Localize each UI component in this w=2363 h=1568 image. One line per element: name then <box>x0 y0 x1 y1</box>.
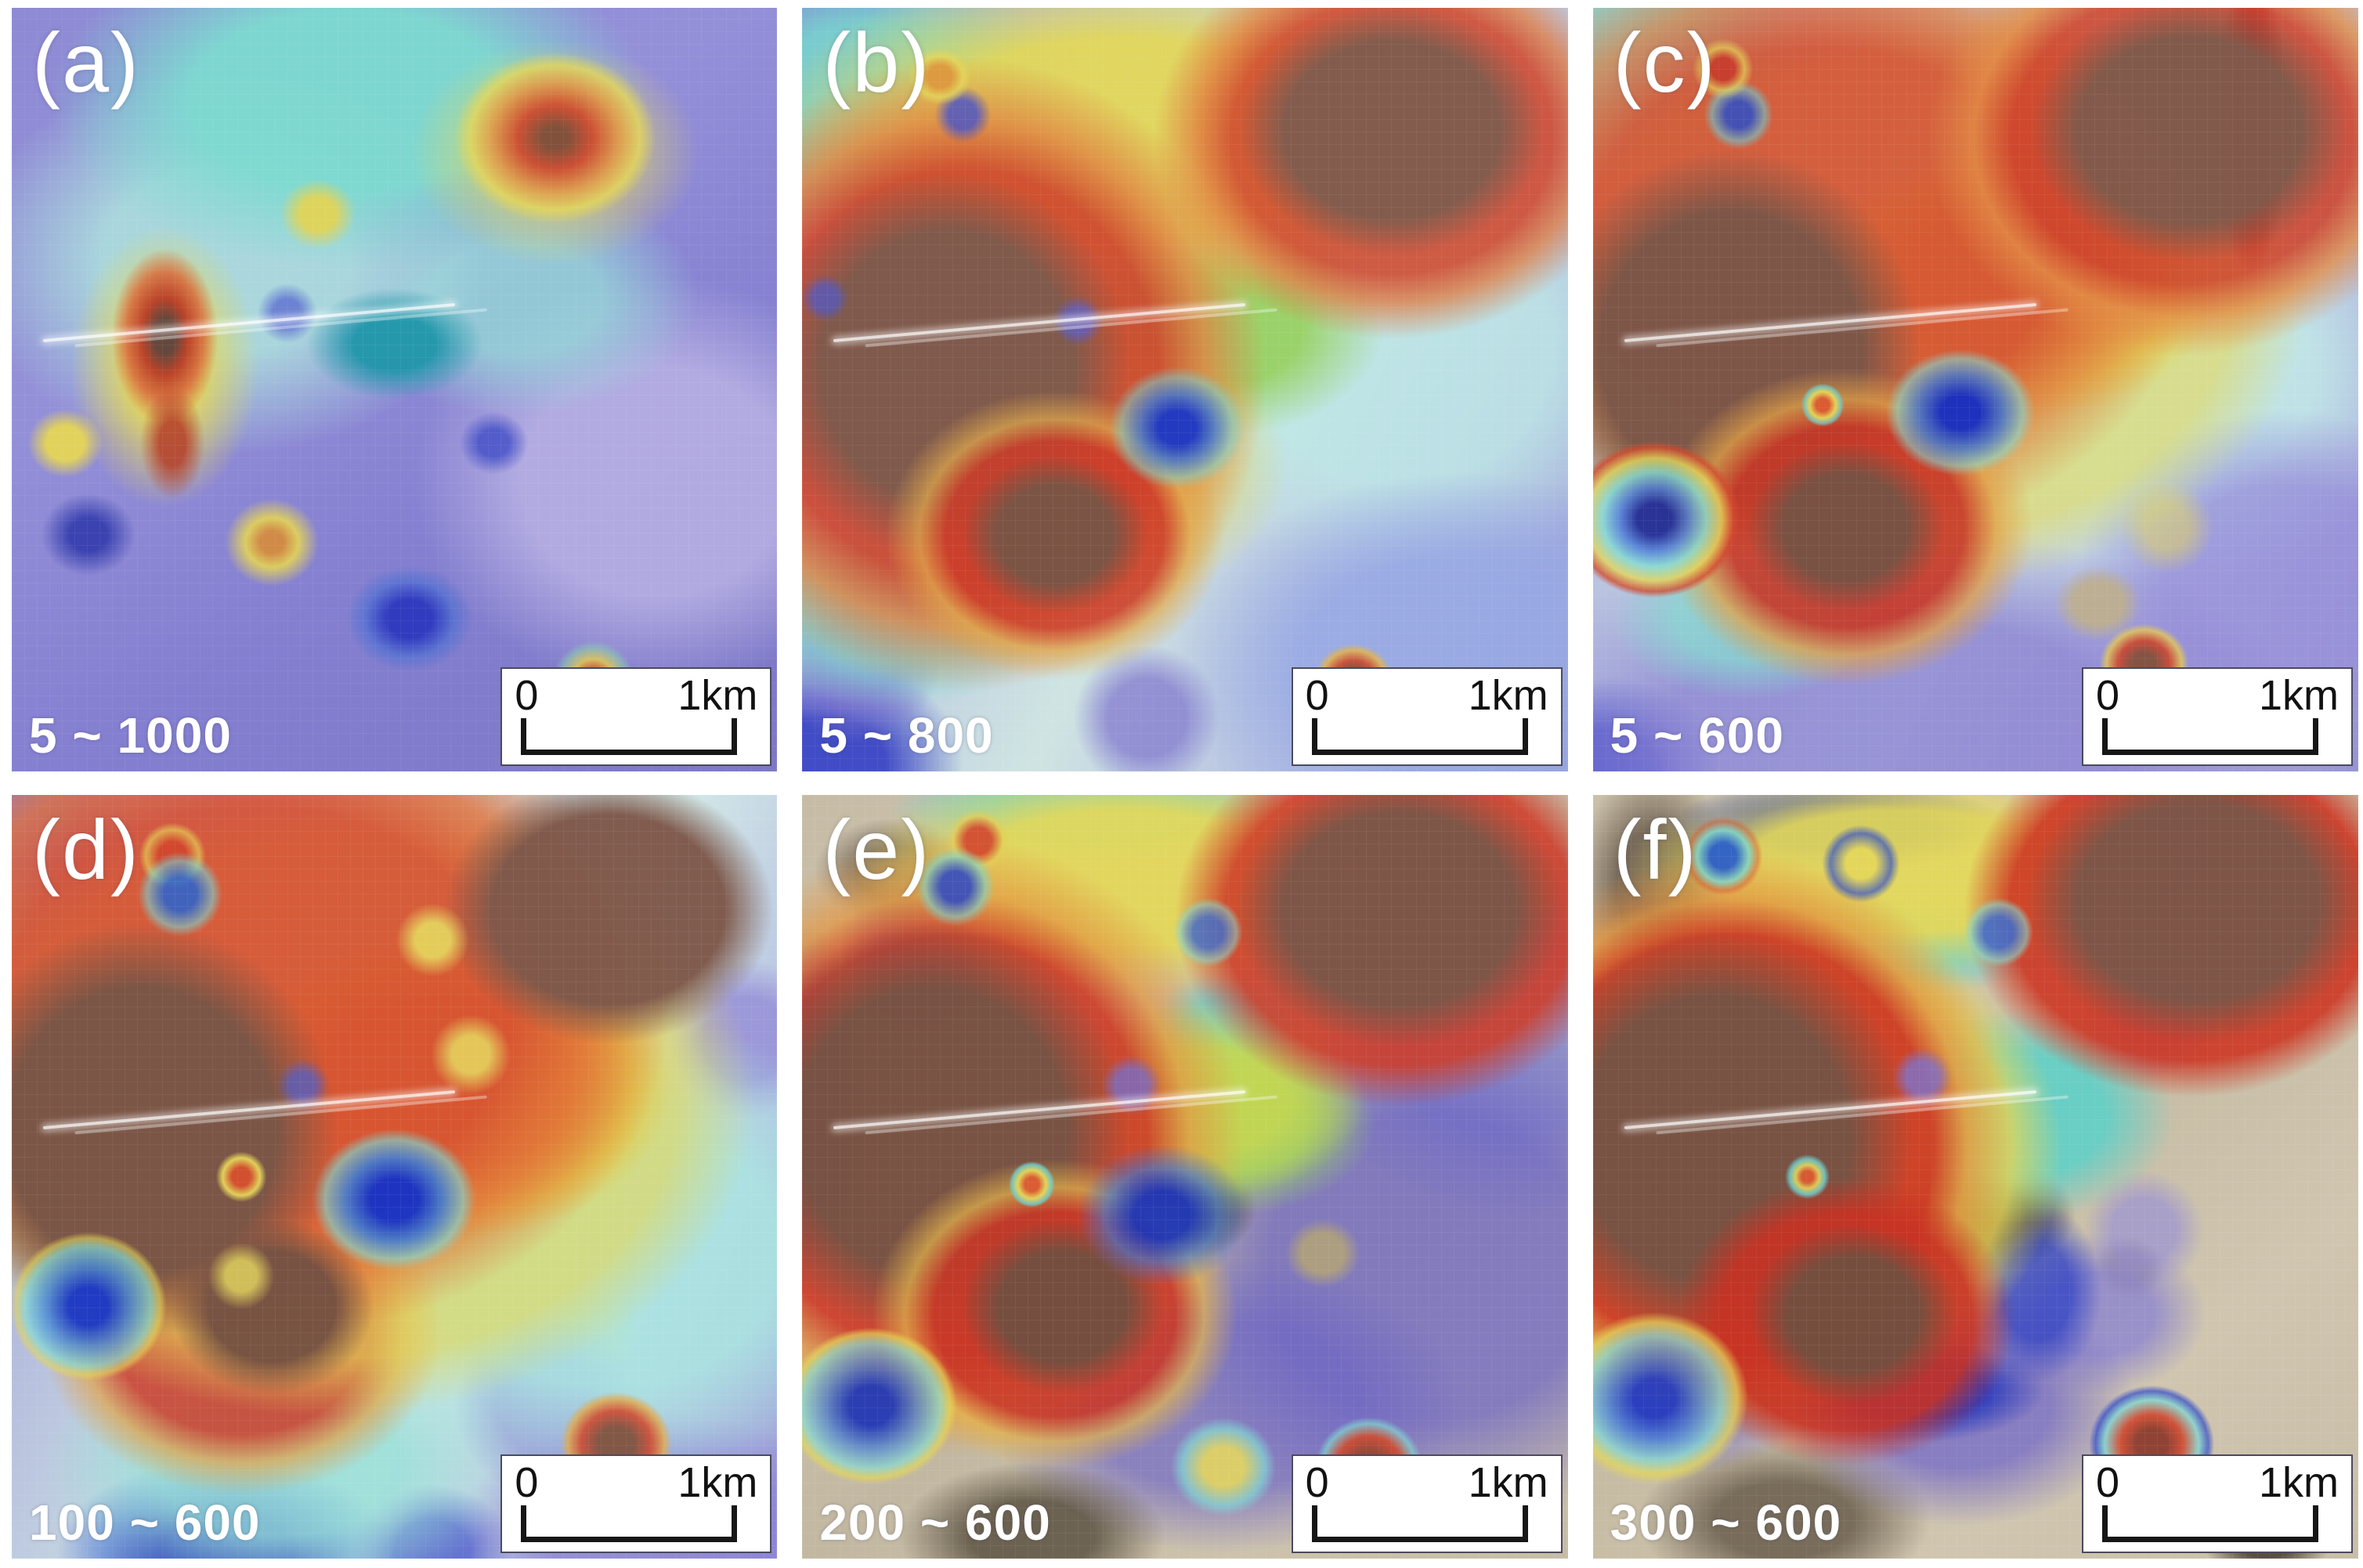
map-panel-c: (c) 5 ~ 600 0 1km <box>1592 8 2358 771</box>
density-range-label: 5 ~ 1000 <box>29 707 232 764</box>
scale-bar: 0 1km <box>500 667 772 766</box>
panel-letter: (b) <box>822 15 931 110</box>
scale-bracket <box>2101 1505 2318 1542</box>
density-range-label: 200 ~ 600 <box>819 1494 1051 1551</box>
scale-end-label: 1km <box>1468 672 1548 719</box>
panel-letter: (d) <box>32 802 140 897</box>
scale-end-label: 1km <box>1468 1459 1548 1506</box>
scale-end-label: 1km <box>677 672 758 719</box>
heatmap-map <box>1592 8 2358 771</box>
scale-start-label: 0 <box>1305 672 1329 719</box>
heatmap-map <box>12 795 778 1559</box>
scale-start-label: 0 <box>2095 1459 2120 1506</box>
scale-bracket <box>521 1505 738 1542</box>
map-panel-e: (e) 200 ~ 600 0 1km <box>802 795 1568 1559</box>
scale-bar: 0 1km <box>500 1454 772 1553</box>
map-panel-a: (a) 5 ~ 1000 0 1km <box>12 8 778 771</box>
scale-bar: 0 1km <box>1291 1454 1563 1553</box>
map-panel-f: (f) 300 ~ 600 0 1km <box>1592 795 2358 1559</box>
panel-letter: (c) <box>1613 15 1717 110</box>
panel-letter: (a) <box>32 15 140 110</box>
scale-start-label: 0 <box>1305 1459 1329 1506</box>
heatmap-map <box>802 8 1568 771</box>
density-range-label: 300 ~ 600 <box>1610 1494 1842 1551</box>
scale-bar: 0 1km <box>1291 667 1563 766</box>
scale-bar: 0 1km <box>2081 1454 2353 1553</box>
scale-bracket <box>1311 717 1528 755</box>
scale-bar: 0 1km <box>2081 667 2353 766</box>
heatmap-map <box>1592 795 2358 1559</box>
panel-letter: (f) <box>1613 802 1698 897</box>
scale-bracket <box>2101 717 2318 755</box>
panel-letter: (e) <box>822 802 931 897</box>
scale-end-label: 1km <box>2258 672 2339 719</box>
density-range-label: 5 ~ 800 <box>819 707 994 764</box>
scale-end-label: 1km <box>2258 1459 2339 1506</box>
scale-start-label: 0 <box>515 672 539 719</box>
scale-bracket <box>1311 1505 1528 1542</box>
density-range-label: 5 ~ 600 <box>1610 707 1784 764</box>
heatmap-map <box>12 8 778 771</box>
map-panel-d: (d) 100 ~ 600 0 1km <box>12 795 778 1559</box>
scale-start-label: 0 <box>515 1459 539 1506</box>
heatmap-map <box>802 795 1568 1559</box>
map-panel-b: (b) 5 ~ 800 0 1km <box>802 8 1568 771</box>
scale-bracket <box>521 717 738 755</box>
density-range-label: 100 ~ 600 <box>29 1494 261 1551</box>
scale-end-label: 1km <box>677 1459 758 1506</box>
scale-start-label: 0 <box>2095 672 2120 719</box>
